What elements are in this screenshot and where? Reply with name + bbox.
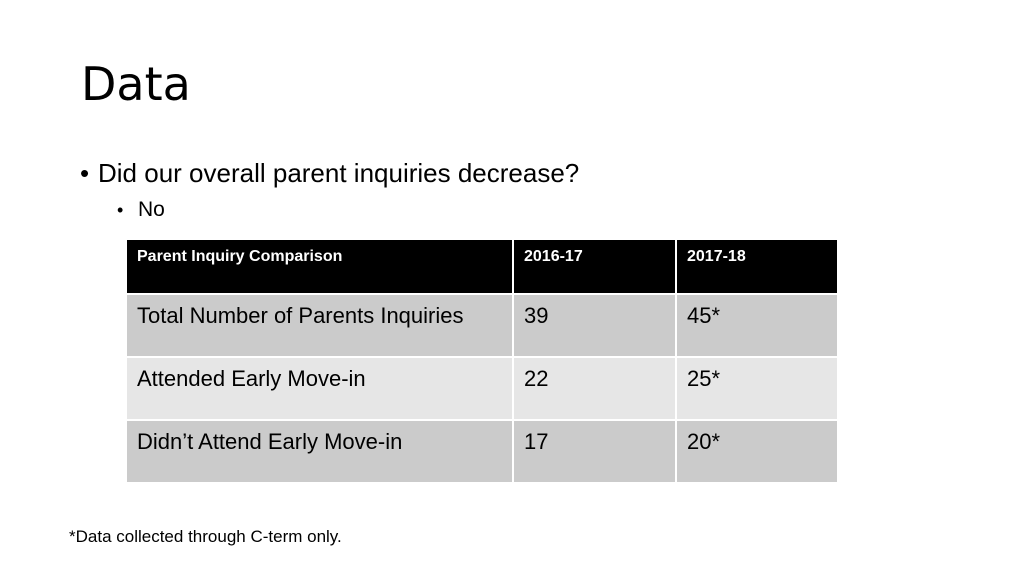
row-value-2016-17: 39	[512, 293, 677, 358]
inquiry-comparison-table: Parent Inquiry Comparison 2016-17 2017-1…	[125, 238, 839, 484]
row-value-2016-17: 22	[512, 356, 677, 421]
bullet-question-text: Did our overall parent inquiries decreas…	[98, 158, 580, 188]
table-row: Attended Early Move-in 22 25*	[125, 356, 839, 421]
row-label: Attended Early Move-in	[125, 356, 514, 421]
sub-bullet-icon: •	[117, 200, 124, 220]
bullet-question: • Did our overall parent inquiries decrea…	[80, 156, 579, 190]
bullet-icon: •	[80, 158, 90, 188]
slide-title: Data	[81, 57, 191, 111]
bullet-answer-text: No	[138, 198, 165, 221]
table-row: Total Number of Parents Inquiries 39 45*	[125, 293, 839, 358]
row-value-2017-18: 45*	[675, 293, 839, 358]
row-label: Total Number of Parents Inquiries	[125, 293, 514, 358]
bullet-answer: • No	[117, 196, 165, 224]
row-value-2016-17: 17	[512, 419, 677, 484]
footnote: *Data collected through C-term only.	[69, 527, 342, 546]
row-label: Didn’t Attend Early Move-in	[125, 419, 514, 484]
row-value-2017-18: 20*	[675, 419, 839, 484]
table-row: Didn’t Attend Early Move-in 17 20*	[125, 419, 839, 484]
header-2016-17: 2016-17	[512, 238, 677, 295]
header-comparison: Parent Inquiry Comparison	[125, 238, 514, 295]
header-2017-18: 2017-18	[675, 238, 839, 295]
row-value-2017-18: 25*	[675, 356, 839, 421]
table-header-row: Parent Inquiry Comparison 2016-17 2017-1…	[125, 238, 839, 295]
